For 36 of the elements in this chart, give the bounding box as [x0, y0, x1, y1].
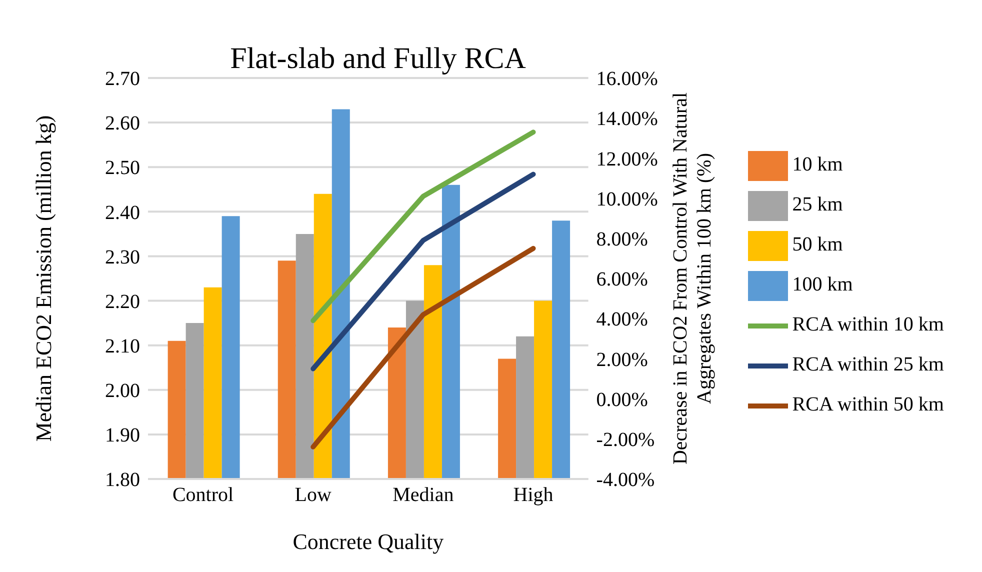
y-tick-label: 2.10 — [105, 335, 140, 358]
x-tick-label: Median — [392, 484, 454, 506]
y2-tick-label: 6.00% — [596, 268, 648, 291]
x-axis-title: Concrete Quality — [292, 529, 444, 554]
y2-tick-label: -4.00% — [596, 469, 655, 492]
y2-tick-label: 8.00% — [596, 228, 648, 250]
y2-tick-label: 2.00% — [596, 348, 648, 371]
y-tick-label: 2.70 — [105, 68, 140, 90]
y-tick-label: 1.80 — [105, 469, 140, 492]
y-tick-label: 2.20 — [105, 290, 140, 313]
chart-title: Flat-slab and Fully RCA — [230, 42, 526, 75]
y-axis-title: Median ECO2 Emission (million kg) — [30, 115, 56, 442]
x-tick-label: Control — [172, 484, 234, 506]
y2-axis-title: Decrease in ECO2 From Control With Natural Aggregates Within 100 km (%) — [669, 92, 716, 465]
legend-label: RCA within 25 km — [792, 354, 944, 376]
y-tick-label: 1.90 — [105, 424, 140, 447]
y-tick-label: 2.40 — [105, 202, 140, 224]
x-tick-label: High — [513, 484, 554, 506]
y-tick-label: 2.30 — [105, 246, 140, 268]
y2-tick-label: 12.00% — [596, 148, 658, 170]
y2-tick-label: 4.00% — [596, 308, 648, 331]
y-tick-label: 2.60 — [105, 112, 140, 135]
legend-label: 25 km — [792, 194, 843, 216]
y2-tick-label: 14.00% — [596, 108, 658, 130]
x-tick-label: Low — [294, 484, 332, 506]
y2-tick-label: 0.00% — [596, 388, 648, 411]
y2-tick-label: -2.00% — [596, 429, 655, 451]
y-tick-label: 2.00 — [105, 380, 140, 402]
y2-tick-label: 10.00% — [596, 188, 658, 210]
legend-label: RCA within 10 km — [792, 314, 944, 336]
legend-label: 100 km — [792, 274, 853, 296]
legend-label: 10 km — [792, 154, 843, 176]
y2-tick-label: 16.00% — [596, 68, 658, 90]
legend-label: RCA within 50 km — [792, 394, 944, 416]
y-tick-label: 2.50 — [105, 157, 140, 180]
legend-label: 50 km — [792, 234, 843, 256]
